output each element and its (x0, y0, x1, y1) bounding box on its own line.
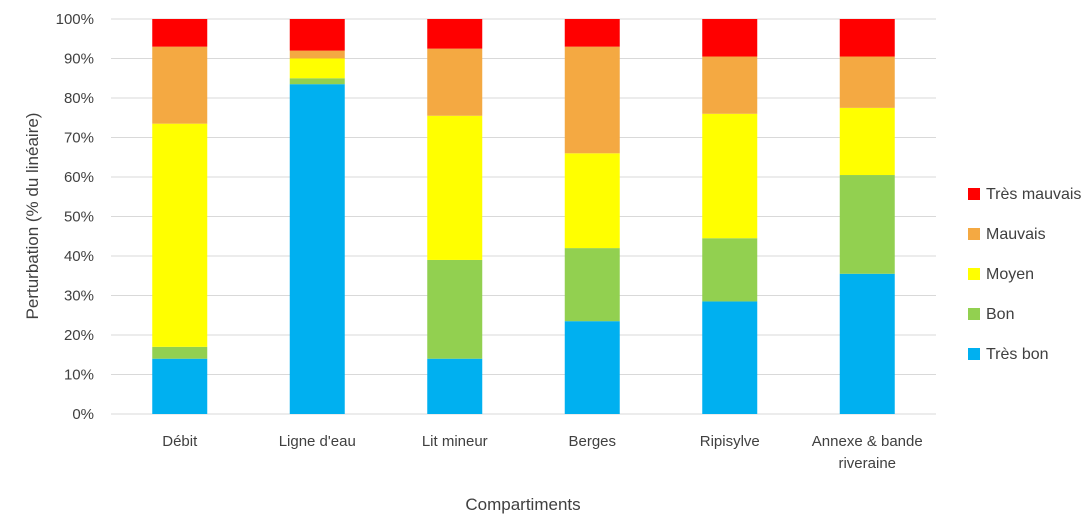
legend-swatch (968, 348, 980, 360)
bar-segment (702, 301, 758, 414)
bar-segment (289, 58, 345, 79)
x-axis-categories: Débit Ligne d'eau Lit mineur Berges Ripisylv… (162, 433, 922, 472)
bar-segment (427, 19, 483, 49)
y-tick-label: 0% (72, 406, 94, 423)
bar-segment (427, 48, 483, 116)
x-tick-label: Lit mineur (422, 433, 488, 450)
bar-segment (702, 56, 758, 114)
bar-segment (564, 153, 620, 249)
bar-segment (839, 175, 895, 274)
bar-segment (839, 273, 895, 414)
x-tick-label: Ripisylve (700, 433, 760, 450)
y-tick-label: 40% (64, 248, 94, 265)
x-tick-label: Ligne d'eau (279, 433, 356, 450)
y-axis-title: Perturbation (% du linéaire) (23, 113, 42, 320)
bar-segment (839, 19, 895, 57)
legend-label: Très mauvais (986, 186, 1081, 203)
bar-segment (702, 238, 758, 302)
y-tick-label: 70% (64, 130, 94, 147)
bar-segment (564, 248, 620, 322)
y-tick-label: 50% (64, 209, 94, 226)
bar-segment (427, 115, 483, 260)
x-tick-label: Annexe & bande (812, 433, 923, 450)
bar-segment (839, 107, 895, 176)
bar-segment (564, 19, 620, 47)
legend-label: Moyen (986, 266, 1034, 283)
gridlines (111, 18, 936, 415)
bar-segment (564, 321, 620, 414)
y-tick-label: 80% (64, 90, 94, 107)
bar-segment (289, 19, 345, 51)
legend-swatch (968, 188, 980, 200)
bar-segment (289, 78, 345, 85)
y-tick-label: 20% (64, 327, 94, 344)
bar-segment (702, 113, 758, 239)
y-tick-label: 30% (64, 288, 94, 305)
bar-segment (427, 259, 483, 359)
y-tick-label: 90% (64, 51, 94, 68)
bar-segment (289, 84, 345, 415)
bar-segment (427, 358, 483, 414)
legend-swatch (968, 228, 980, 240)
y-tick-label: 10% (64, 367, 94, 384)
bar-segment (702, 19, 758, 57)
x-axis-title: Compartiments (465, 495, 580, 514)
bar-segment (564, 46, 620, 154)
x-tick-label: Débit (162, 433, 198, 450)
y-axis-ticks: 0% 10% 20% 30% 40% 50% 60% 70% 80% 90% 100% (56, 11, 94, 423)
x-tick-label: riveraine (838, 455, 896, 472)
legend-swatch (968, 268, 980, 280)
bar-segment (289, 50, 345, 59)
legend-label: Bon (986, 306, 1014, 323)
legend: Très mauvais Mauvais Moyen Bon Très bon (968, 186, 1081, 363)
legend-label: Mauvais (986, 226, 1046, 243)
bar-segment (152, 123, 208, 347)
legend-swatch (968, 308, 980, 320)
y-tick-label: 100% (56, 11, 94, 28)
bar-segment (152, 46, 208, 124)
bars (152, 19, 895, 415)
x-tick-label: Berges (568, 433, 616, 450)
bar-segment (839, 56, 895, 108)
bar-segment (152, 358, 208, 414)
legend-label: Très bon (986, 346, 1049, 363)
bar-segment (152, 346, 208, 359)
y-tick-label: 60% (64, 169, 94, 186)
bar-segment (152, 19, 208, 47)
